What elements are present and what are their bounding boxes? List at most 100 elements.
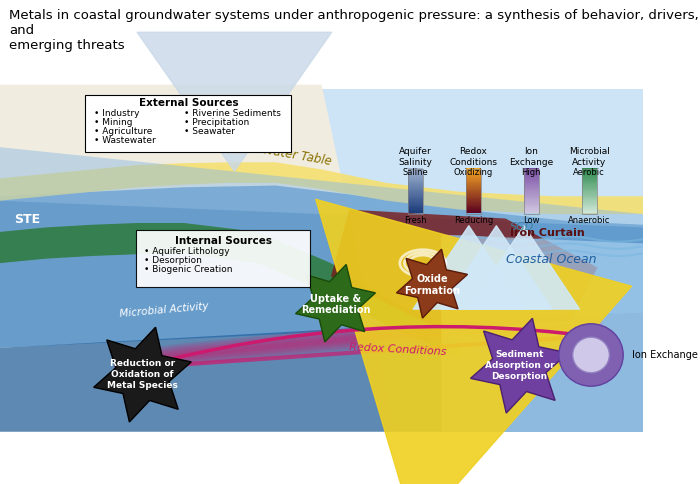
- Bar: [524, 193, 538, 195]
- Bar: [466, 172, 481, 173]
- Bar: [582, 194, 596, 196]
- Text: Sediment: Sediment: [495, 350, 544, 360]
- Bar: [466, 175, 481, 177]
- Bar: [524, 188, 538, 189]
- Bar: [408, 191, 423, 193]
- Bar: [408, 168, 423, 169]
- Bar: [408, 171, 423, 172]
- Bar: [582, 203, 596, 204]
- Bar: [408, 188, 423, 189]
- Bar: [466, 197, 481, 198]
- Bar: [582, 182, 596, 183]
- Bar: [466, 199, 481, 201]
- Bar: [582, 184, 596, 185]
- Bar: [466, 190, 481, 191]
- Bar: [524, 212, 538, 213]
- Bar: [408, 211, 423, 212]
- Bar: [582, 170, 596, 171]
- Bar: [408, 205, 423, 206]
- Bar: [524, 207, 538, 209]
- Bar: [582, 177, 596, 179]
- Bar: [408, 187, 423, 188]
- Polygon shape: [0, 85, 395, 432]
- Text: SGD: SGD: [510, 222, 535, 232]
- Bar: [408, 207, 423, 209]
- Bar: [466, 207, 481, 208]
- Bar: [582, 207, 596, 208]
- Bar: [582, 209, 596, 211]
- Bar: [524, 184, 538, 185]
- Bar: [408, 179, 423, 180]
- Bar: [408, 198, 423, 200]
- Bar: [466, 198, 481, 200]
- Bar: [466, 181, 481, 182]
- Bar: [524, 204, 538, 205]
- Polygon shape: [0, 312, 643, 432]
- Bar: [582, 168, 596, 169]
- Bar: [466, 176, 481, 178]
- Bar: [408, 210, 423, 212]
- Bar: [582, 188, 596, 189]
- Bar: [408, 192, 423, 194]
- Bar: [408, 178, 423, 179]
- Bar: [408, 195, 423, 196]
- Text: High: High: [522, 167, 541, 177]
- Bar: [524, 183, 538, 184]
- Bar: [582, 199, 596, 201]
- Bar: [582, 178, 596, 179]
- Bar: [524, 209, 538, 211]
- Text: Internal Sources: Internal Sources: [175, 236, 272, 246]
- Bar: [524, 211, 538, 212]
- Bar: [582, 176, 596, 178]
- Bar: [408, 169, 423, 214]
- Bar: [466, 195, 481, 196]
- Bar: [466, 173, 481, 174]
- Bar: [408, 177, 423, 179]
- Bar: [466, 177, 481, 179]
- Text: Desorption: Desorption: [491, 372, 547, 381]
- Bar: [408, 190, 423, 191]
- Circle shape: [573, 337, 610, 373]
- Bar: [582, 169, 596, 170]
- Bar: [408, 169, 423, 170]
- Bar: [524, 169, 538, 214]
- Bar: [466, 170, 481, 171]
- Bar: [524, 175, 538, 177]
- Bar: [524, 195, 538, 196]
- Text: • Mining: • Mining: [94, 118, 132, 127]
- Bar: [582, 190, 596, 192]
- Bar: [582, 191, 596, 193]
- Bar: [408, 209, 423, 211]
- Bar: [466, 189, 481, 190]
- Bar: [408, 173, 423, 175]
- Bar: [466, 203, 481, 204]
- Bar: [466, 183, 481, 184]
- Text: Metal Species: Metal Species: [107, 381, 178, 390]
- Bar: [582, 172, 596, 173]
- Bar: [408, 172, 423, 173]
- Bar: [408, 183, 423, 184]
- Bar: [582, 183, 596, 184]
- Bar: [582, 202, 596, 203]
- Bar: [582, 207, 596, 209]
- Bar: [466, 192, 481, 194]
- Bar: [524, 199, 538, 201]
- Bar: [466, 205, 481, 206]
- Bar: [582, 200, 596, 201]
- Text: Microbial Activity: Microbial Activity: [120, 301, 209, 318]
- Bar: [524, 173, 538, 174]
- Bar: [466, 190, 481, 192]
- Bar: [466, 207, 481, 209]
- Text: Fresh: Fresh: [404, 216, 427, 225]
- Polygon shape: [94, 327, 191, 422]
- Bar: [466, 169, 481, 170]
- Polygon shape: [0, 162, 643, 214]
- Bar: [408, 206, 423, 207]
- Bar: [466, 187, 481, 188]
- Bar: [582, 198, 596, 200]
- Bar: [582, 186, 596, 187]
- Bar: [524, 210, 538, 212]
- Bar: [524, 208, 538, 210]
- Text: • Riverine Sediments: • Riverine Sediments: [184, 109, 281, 118]
- Polygon shape: [470, 318, 568, 413]
